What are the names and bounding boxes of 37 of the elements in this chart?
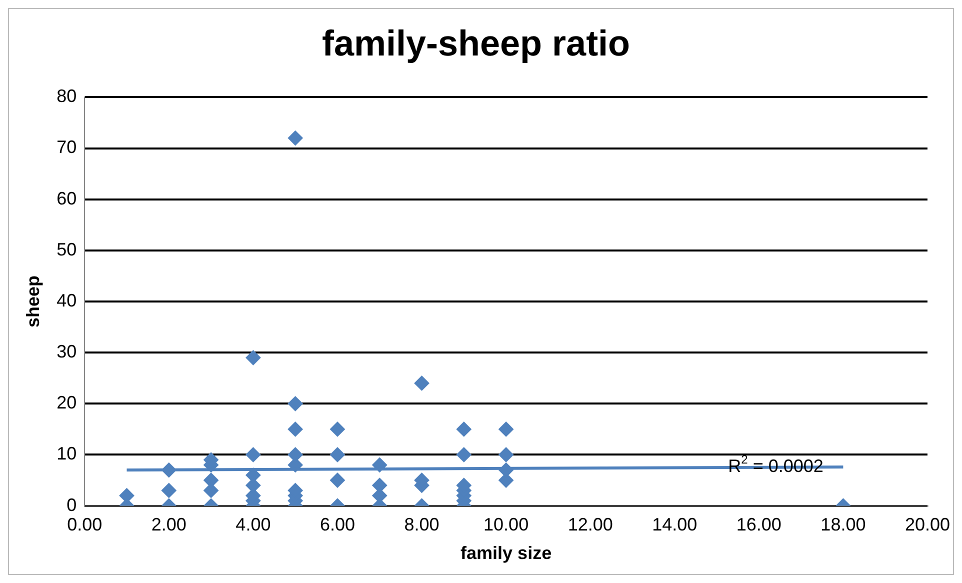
y-tick-label: 60 bbox=[56, 188, 77, 208]
x-tick-label: 2.00 bbox=[151, 514, 186, 535]
point bbox=[246, 350, 261, 366]
x-tick-label: 10.00 bbox=[484, 514, 529, 535]
point bbox=[330, 447, 345, 462]
x-tick-label: 0.00 bbox=[67, 514, 102, 535]
y-tick-label: 10 bbox=[56, 444, 77, 464]
point bbox=[161, 482, 176, 498]
point bbox=[498, 447, 514, 462]
x-tick-label: 14.00 bbox=[652, 514, 698, 535]
x-tick-label: 16.00 bbox=[736, 514, 782, 535]
point bbox=[330, 472, 345, 488]
point bbox=[288, 396, 303, 412]
point bbox=[498, 422, 514, 437]
y-tick-label: 0 bbox=[66, 494, 77, 515]
y-tick-label: 30 bbox=[56, 342, 77, 362]
x-axis-title: family size bbox=[460, 543, 552, 564]
x-tick-label: 4.00 bbox=[236, 514, 271, 535]
point bbox=[330, 422, 345, 437]
y-tick-label: 50 bbox=[56, 239, 77, 260]
point bbox=[456, 422, 472, 437]
x-tick-label: 8.00 bbox=[404, 514, 440, 535]
x-tick-label: 6.00 bbox=[320, 514, 355, 535]
y-axis-title: sheep bbox=[22, 275, 43, 328]
x-tick-label: 20.00 bbox=[904, 514, 950, 535]
y-tick-label: 40 bbox=[56, 290, 77, 310]
x-tick-label: 12.00 bbox=[568, 514, 613, 535]
x-tick-label: 18.00 bbox=[820, 514, 866, 535]
point bbox=[414, 376, 430, 391]
chart-title: family-sheep ratio bbox=[322, 22, 630, 64]
point bbox=[288, 422, 303, 437]
point bbox=[246, 447, 261, 462]
y-tick-label: 20 bbox=[56, 392, 77, 413]
y-tick-label: 80 bbox=[56, 86, 77, 106]
point bbox=[456, 447, 472, 462]
point bbox=[288, 130, 303, 146]
y-tick-label: 70 bbox=[56, 137, 77, 158]
